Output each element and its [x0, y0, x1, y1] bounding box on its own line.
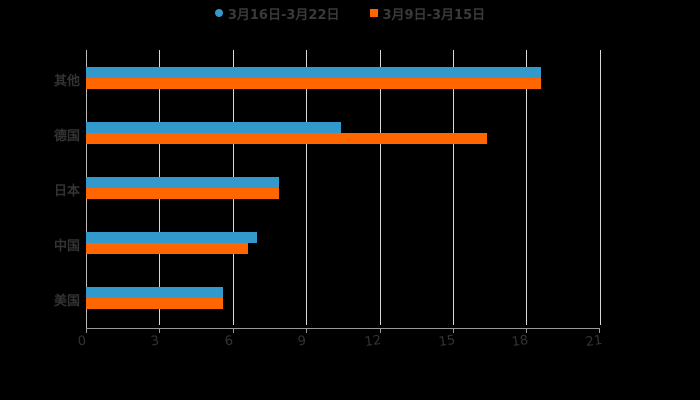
x-tick: [526, 328, 527, 333]
bar-mar16-22[interactable]: [86, 67, 542, 78]
legend-item-week-mar16-22[interactable]: 3月16日-3月22日: [214, 4, 340, 23]
y-label-other: 其他: [53, 74, 80, 89]
gridline: [600, 50, 601, 325]
x-tick-label: 15: [437, 332, 457, 351]
x-axis-line: [86, 328, 600, 329]
x-tick-label: 21: [584, 332, 604, 351]
legend-label: 3月16日-3月22日: [227, 7, 340, 23]
bar-mar9-15[interactable]: [86, 188, 280, 199]
y-label-germany: 德国: [53, 129, 80, 144]
bar-mar9-15[interactable]: [86, 243, 248, 254]
x-tick: [159, 328, 160, 333]
legend-label: 3月9日-3月15日: [382, 7, 486, 23]
bar-mar9-15[interactable]: [86, 78, 542, 89]
x-tick-label: 18: [510, 332, 530, 351]
x-tick: [599, 328, 600, 333]
legend-marker-orange-icon: [369, 9, 378, 17]
chart-legend: 3月16日-3月22日 3月9日-3月15日: [0, 4, 700, 23]
gridline: [526, 50, 527, 325]
x-tick-label: 9: [296, 333, 308, 350]
bar-mar9-15[interactable]: [86, 298, 224, 309]
x-tick-label: 12: [363, 332, 383, 351]
bar-mar16-22[interactable]: [86, 232, 258, 243]
x-tick: [380, 328, 381, 333]
x-tick: [86, 328, 87, 333]
bar-mar16-22[interactable]: [86, 287, 224, 298]
x-tick: [453, 328, 454, 333]
x-tick-label: 6: [223, 333, 235, 350]
legend-marker-blue-icon: [214, 9, 223, 17]
y-label-usa: 美国: [53, 294, 80, 309]
gridline: [453, 50, 454, 325]
gridline: [380, 50, 381, 325]
x-tick-label: 0: [76, 333, 88, 350]
bar-mar16-22[interactable]: [86, 122, 341, 133]
x-tick: [306, 328, 307, 333]
plot-area: [86, 50, 601, 333]
bar-mar16-22[interactable]: [86, 177, 280, 188]
gridline: [306, 50, 307, 325]
x-tick-label: 3: [149, 333, 161, 350]
bar-mar9-15[interactable]: [86, 133, 488, 144]
x-tick: [233, 328, 234, 333]
y-label-china: 中国: [53, 239, 80, 254]
y-label-japan: 日本: [53, 184, 80, 199]
legend-item-week-mar9-15[interactable]: 3月9日-3月15日: [369, 4, 486, 23]
